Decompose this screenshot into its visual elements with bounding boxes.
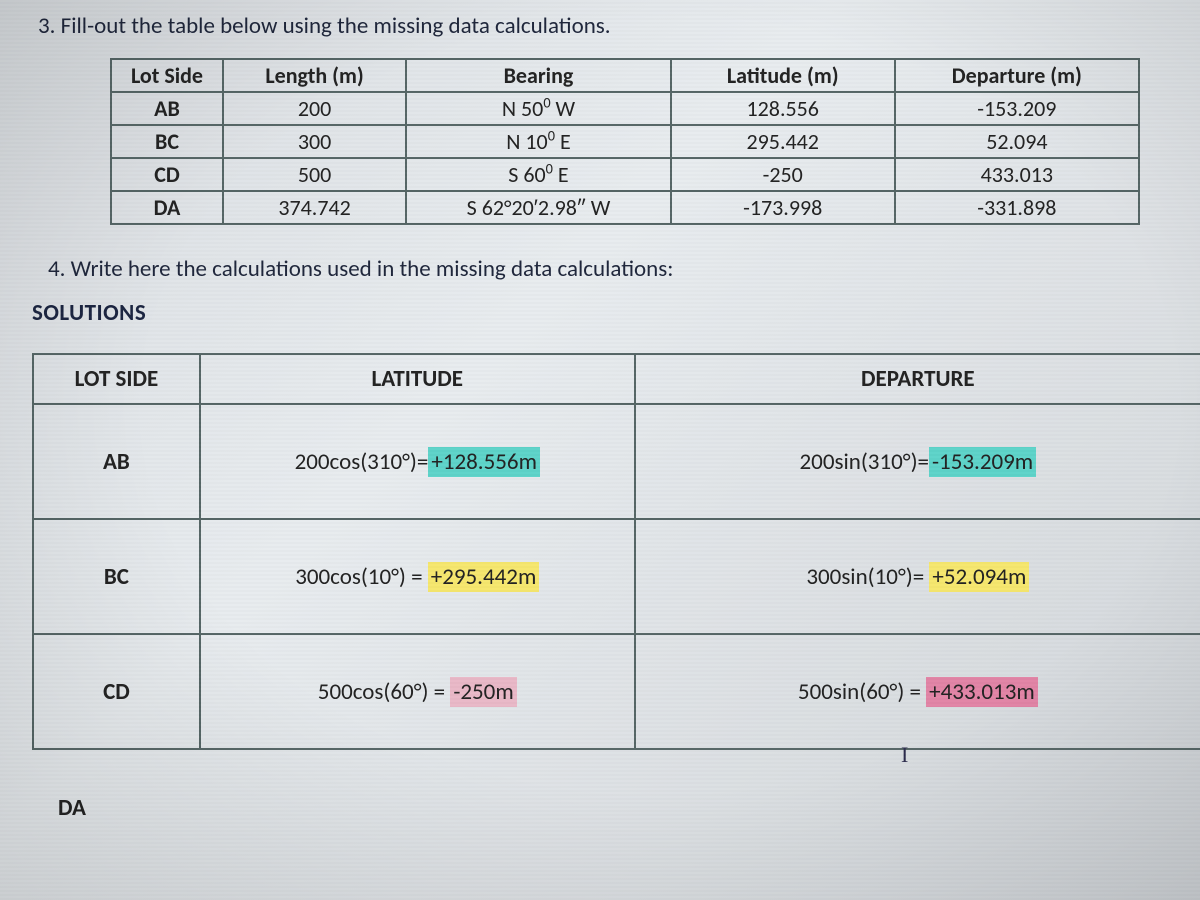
th-departure: Departure (m) <box>895 59 1139 92</box>
cell-length: 500 <box>223 158 406 191</box>
cell-latitude-calc: 200cos(310°)=+128.556m <box>200 404 635 519</box>
cell-length: 374.742 <box>223 191 406 224</box>
cell-length: 200 <box>223 92 406 125</box>
cell-latitude-calc: 300cos(10°) = +295.442m <box>200 519 635 634</box>
cell-lot-side: BC <box>111 125 223 158</box>
cell-departure: 433.013 <box>895 158 1139 191</box>
highlighted-result: +433.013m <box>926 677 1038 707</box>
highlighted-result: +52.094m <box>929 562 1029 592</box>
cell-length: 300 <box>223 125 406 158</box>
cell-departure-calc: 500sin(60°) = +433.013m <box>635 634 1200 749</box>
highlighted-result: -153.209m <box>929 447 1036 477</box>
highlighted-result: +128.556m <box>428 447 540 477</box>
cell-bearing: S 62°20′2.98″ W <box>406 191 671 224</box>
cell-departure-calc: 200sin(310°)=-153.209m <box>635 404 1200 519</box>
solutions-heading: SOLUTIONS <box>32 299 1170 327</box>
cell-latitude: -173.998 <box>671 191 895 224</box>
cell-bearing: N 500 W <box>406 92 671 125</box>
solutions-table: LOT SIDE LATITUDE DEPARTURE AB200cos(310… <box>32 353 1200 750</box>
cell-latitude-calc: 500cos(60°) = -250m <box>200 634 635 749</box>
th-lot-side: Lot Side <box>111 59 223 92</box>
highlighted-result: +295.442m <box>428 562 540 592</box>
cell-departure: 52.094 <box>895 125 1139 158</box>
table-row: BC300N 100 E295.44252.094 <box>111 125 1139 158</box>
da-row-label: DA <box>58 794 1170 822</box>
table-row: AB200cos(310°)=+128.556m200sin(310°)=-15… <box>33 404 1200 519</box>
th-bearing: Bearing <box>406 59 671 92</box>
cell-latitude: -250 <box>671 158 895 191</box>
table-row: AB200N 500 W128.556-153.209 <box>111 92 1139 125</box>
text-cursor-icon: I <box>901 742 908 768</box>
question-4-prompt: 4. Write here the calculations used in t… <box>48 255 1170 283</box>
cell-lot-side: CD <box>33 634 200 749</box>
table-row: BC300cos(10°) = +295.442m300sin(10°)= +5… <box>33 519 1200 634</box>
traverse-data-table: Lot Side Length (m) Bearing Latitude (m)… <box>110 58 1140 225</box>
table-row: CD500cos(60°) = -250m500sin(60°) = +433.… <box>33 634 1200 749</box>
cell-lot-side: DA <box>111 191 223 224</box>
th2-latitude: LATITUDE <box>200 354 635 404</box>
highlighted-result: -250m <box>450 677 516 707</box>
cell-departure: -153.209 <box>895 92 1139 125</box>
cell-lot-side: AB <box>33 404 200 519</box>
cell-bearing: N 100 E <box>406 125 671 158</box>
th-latitude: Latitude (m) <box>671 59 895 92</box>
th2-departure: DEPARTURE <box>635 354 1200 404</box>
cell-lot-side: AB <box>111 92 223 125</box>
cell-departure-calc: 300sin(10°)= +52.094m <box>635 519 1200 634</box>
cell-latitude: 128.556 <box>671 92 895 125</box>
table-row: DA374.742S 62°20′2.98″ W-173.998-331.898 <box>111 191 1139 224</box>
cell-latitude: 295.442 <box>671 125 895 158</box>
th2-lot-side: LOT SIDE <box>33 354 200 404</box>
cell-lot-side: BC <box>33 519 200 634</box>
cell-lot-side: CD <box>111 158 223 191</box>
question-3-prompt: 3. Fill-out the table below using the mi… <box>38 12 1170 40</box>
table-row: CD500S 600 E-250433.013 <box>111 158 1139 191</box>
th-length: Length (m) <box>223 59 406 92</box>
cell-bearing: S 600 E <box>406 158 671 191</box>
cell-departure: -331.898 <box>895 191 1139 224</box>
